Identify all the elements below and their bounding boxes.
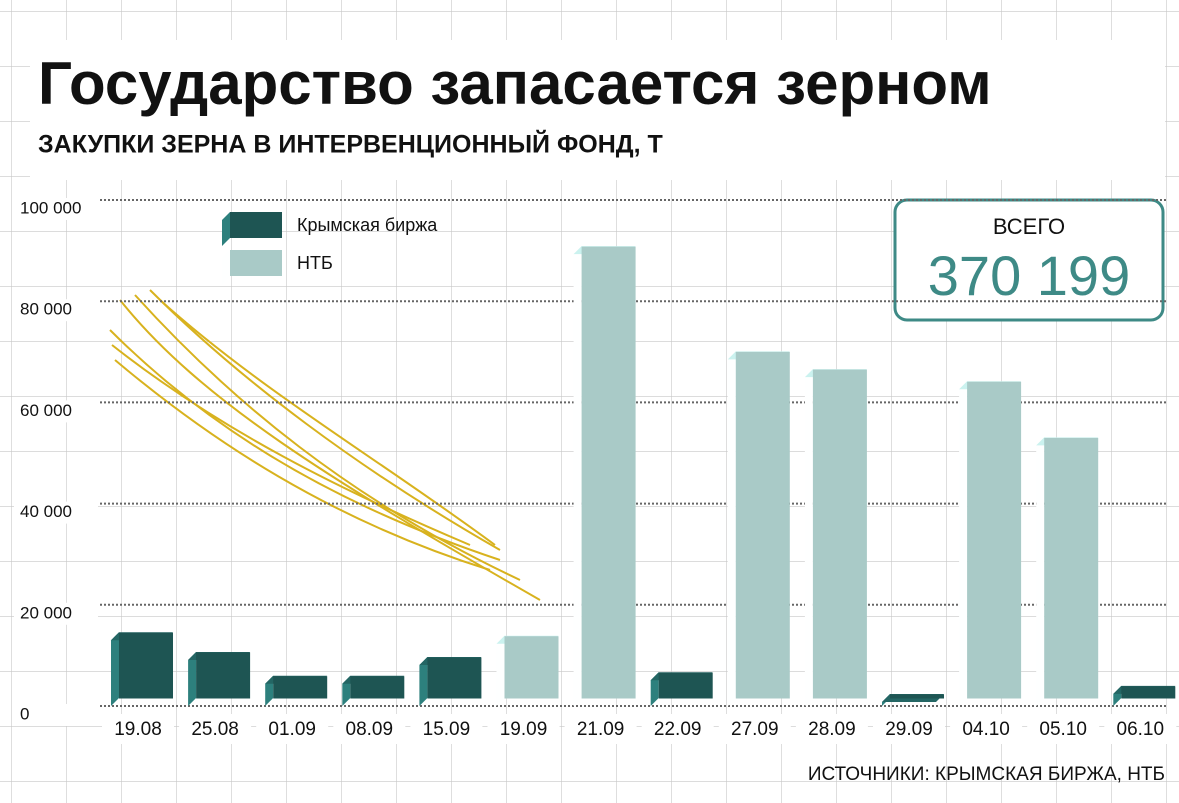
x-tick-label: 08.09 [346,719,394,740]
x-tick-bg [950,714,1023,744]
bar [350,676,405,699]
legend-label: НТБ [297,253,333,273]
x-tick-bg [179,714,252,744]
x-tick-bg [256,714,329,744]
y-tick-bg [14,198,98,220]
bar [812,369,867,699]
bar-side [804,369,813,706]
y-tick-bg [14,602,98,625]
bar [967,381,1022,699]
x-tick-bg [487,714,560,744]
x-tick-bg [1104,714,1177,744]
chart-title: Государство запасается зерном [38,50,992,117]
x-tick-label: 27.09 [731,719,779,740]
x-tick-bg [410,714,483,744]
x-tick-label: 21.09 [577,719,625,740]
bar-side [650,672,659,706]
bar [504,636,559,699]
chart-subtitle: ЗАКУПКИ ЗЕРНА В ИНТЕРВЕНЦИОННЫЙ ФОНД, Т [38,129,663,159]
y-tick-label: 40 000 [20,502,72,521]
x-tick-bg [1027,714,1100,744]
x-tick-bg [333,714,406,744]
bar [1121,686,1176,699]
x-tick-bg [873,714,945,744]
bar-side [727,351,736,706]
y-tick-label: 60 000 [20,401,72,420]
bar [196,652,251,699]
x-tick-label: 19.09 [500,719,548,740]
x-tick-bg [641,714,714,744]
x-tick-label: 25.08 [191,719,239,740]
y-tick-label: 20 000 [20,603,72,622]
x-tick-label: 04.10 [962,719,1010,740]
y-tick-label: 0 [20,704,29,723]
x-tick-label: 01.09 [268,719,316,740]
bar [581,246,636,699]
total-value: 370 199 [928,244,1130,307]
bar [1044,437,1099,699]
x-tick-label: 22.09 [654,719,702,740]
x-tick-bg [795,714,868,744]
y-tick-bg [14,704,98,726]
bar [119,632,173,699]
bar [658,672,713,699]
x-tick-label: 29.09 [885,719,933,740]
x-tick-label: 05.10 [1039,719,1087,740]
total-label: ВСЕГО [993,214,1065,239]
x-tick-label: 06.10 [1117,719,1165,740]
legend-label: Крымская биржа [297,215,438,235]
bar-side [111,632,119,706]
x-tick-bg [102,714,174,744]
x-tick-bg [718,714,791,744]
bar-side [496,635,505,706]
y-tick-bg [14,501,98,524]
x-tick-label: 15.09 [423,719,471,740]
bar-side [573,246,582,706]
bar [890,694,944,699]
y-tick-bg [14,400,98,423]
x-tick-label: 19.08 [114,719,162,740]
bar [427,657,482,699]
legend-swatch [230,212,282,238]
source-note: ИСТОЧНИКИ: КРЫМСКАЯ БИРЖА, НТБ [808,764,1165,785]
legend-swatch [230,250,282,276]
x-tick-label: 28.09 [808,719,856,740]
bar-side [188,651,197,706]
wheat-ear [109,289,541,601]
bar [735,351,790,699]
header-box [30,40,1165,180]
bar-side [959,381,968,706]
y-tick-label: 80 000 [20,300,72,319]
bar-side [419,657,428,706]
legend-swatch-side [222,250,230,284]
bar [273,676,328,699]
y-tick-label: 100 000 [20,198,81,217]
x-tick-bg [564,714,637,744]
bar-side [1036,437,1045,706]
legend-swatch-side [222,212,230,246]
y-tick-bg [14,299,98,322]
